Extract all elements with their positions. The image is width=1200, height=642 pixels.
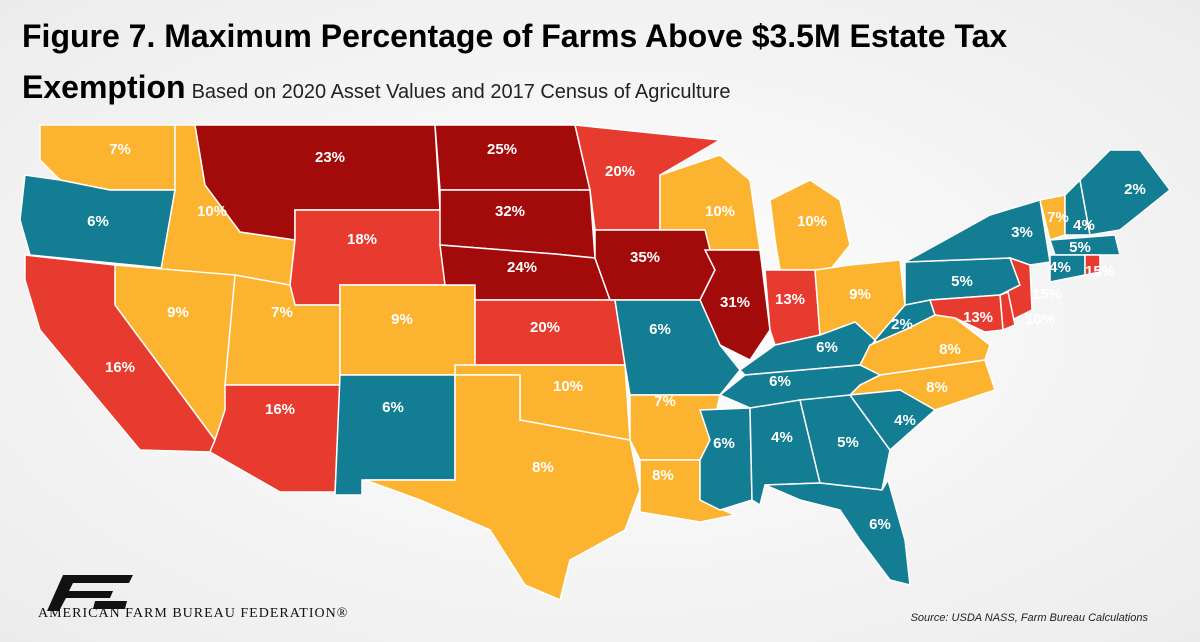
value-label: 10% [197,203,227,220]
value-label: 18% [347,231,377,248]
value-label: 7% [1047,209,1069,226]
region [698,407,753,511]
header: Figure 7. Maximum Percentage of Farms Ab… [22,14,1122,116]
value-label: 6% [769,373,791,390]
value-label: 5% [1069,239,1091,256]
value-label: 13% [775,291,805,308]
value-label: 2% [891,316,913,333]
value-label: 25% [487,141,517,158]
value-label: 5% [837,434,859,451]
region [769,179,851,271]
region [1079,149,1172,236]
region [699,249,771,361]
value-label: 6% [649,321,671,338]
region [799,394,891,491]
value-label: 23% [315,149,345,166]
value-label: 7% [271,304,293,321]
region [764,478,911,586]
region [1048,234,1121,256]
logo-mark [47,575,133,611]
value-label: 10% [797,213,827,230]
value-label: 6% [816,339,838,356]
value-label: 9% [849,286,871,303]
value-label: 31% [720,294,750,311]
value-label: 4% [894,412,916,429]
value-label: 8% [939,341,961,358]
logo-text: AMERICAN FARM BUREAU FEDERATION® [38,606,349,621]
value-label: 4% [1073,217,1095,234]
subtitle: Based on 2020 Asset Values and 2017 Cens… [191,81,731,103]
value-label: 7% [109,141,131,158]
value-label: 8% [652,467,674,484]
value-label: 10% [553,378,583,395]
value-label: 6% [869,516,891,533]
region [364,374,641,602]
region [1084,254,1101,276]
value-label: 6% [713,435,735,452]
value-label: 16% [105,359,135,376]
value-label: 20% [605,163,635,180]
value-label: 10% [1025,311,1055,328]
region [848,389,937,452]
value-label: 7% [654,393,676,410]
value-label: 20% [530,319,560,336]
value-label: 4% [771,429,793,446]
value-label: 6% [87,213,109,230]
value-label: 8% [532,459,554,476]
value-label: 10% [705,203,735,220]
region [339,284,476,376]
value-label: 32% [495,203,525,220]
value-label: 35% [630,249,660,266]
value-label: 15% [1085,263,1115,280]
value-label: 9% [391,311,413,328]
title: Figure 7. Maximum Percentage of Farms Ab… [22,18,1008,105]
value-label: 5% [951,273,973,290]
value-label: 6% [382,399,404,416]
source: Source: USDA NASS, Farm Bureau Calculati… [910,612,1148,624]
value-label: 16% [265,401,295,418]
value-label: 8% [926,379,948,396]
value-label: 13% [963,309,993,326]
region [334,374,456,496]
value-label: 15% [1032,286,1062,303]
region [24,254,216,453]
value-label: 9% [167,304,189,321]
value-label: 2% [1124,181,1146,198]
value-label: 4% [1049,259,1071,276]
value-label: 3% [1011,224,1033,241]
value-label: 24% [507,259,537,276]
